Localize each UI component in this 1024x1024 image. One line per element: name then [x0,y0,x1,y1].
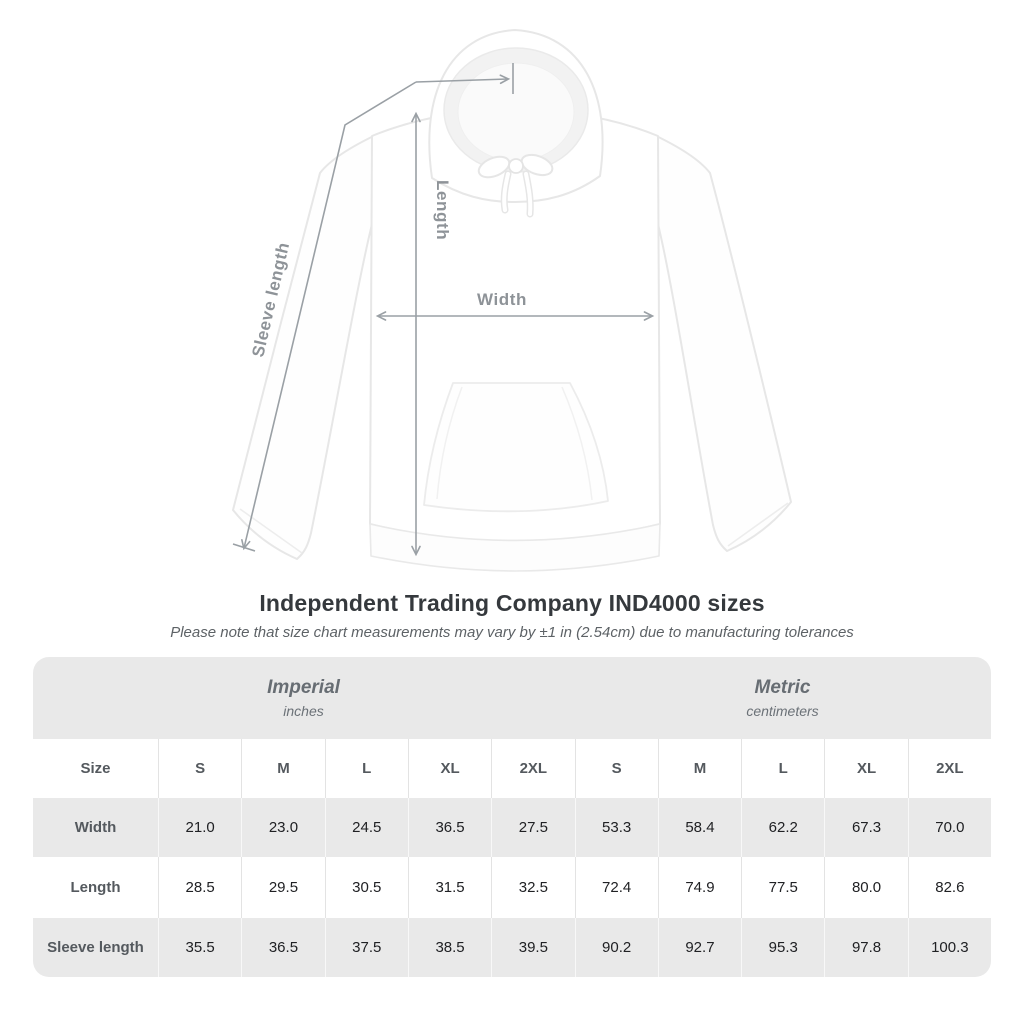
imperial-units: inches [283,703,324,719]
length-2xl-metric: 82.6 [907,857,991,918]
row-label-length: Length [33,857,158,918]
length-s-imperial: 28.5 [158,857,242,918]
unit-group-imperial: Imperial inches [33,657,574,739]
metric-label: Metric [754,677,811,698]
tolerance-note: Please note that size chart measurements… [170,624,854,641]
unit-group-metric: Metric centimeters [574,657,991,739]
drawstring-bow [477,153,554,218]
row-label-sleeve-length: Sleeve length [33,918,158,977]
metric-units: centimeters [746,703,819,719]
column-header-m-metric: M [657,739,742,798]
sleeve-measure-tick-bottom [232,543,256,552]
width-2xl-imperial: 27.5 [491,798,575,857]
sleeve-measure-line [241,81,417,551]
length-xl-imperial: 31.5 [407,857,492,918]
length-l-metric: 77.5 [741,857,825,918]
width-m-metric: 58.4 [657,798,742,857]
sleeve-2xl-imperial: 39.5 [491,918,575,977]
length-m-imperial: 29.5 [241,857,325,918]
measurement-annotations [232,63,655,557]
sleeve-l-imperial: 37.5 [324,918,408,977]
column-header-s-imperial: S [158,739,242,798]
sleeve-s-imperial: 35.5 [158,918,242,977]
width-m-imperial: 23.0 [241,798,325,857]
column-header-l-metric: L [741,739,825,798]
width-xl-metric: 67.3 [824,798,908,857]
sleeve-m-metric: 92.7 [657,918,742,977]
sleeve-s-metric: 90.2 [574,918,658,977]
length-measure-label: Length [433,180,452,240]
width-measure-label: Width [477,290,527,309]
column-header-2xl-imperial: 2XL [491,739,575,798]
length-m-metric: 74.9 [657,857,742,918]
hoodie-diagram-svg: Width Length Sleeve length [232,29,792,572]
length-xl-metric: 80.0 [824,857,908,918]
imperial-label: Imperial [267,677,340,698]
length-s-metric: 72.4 [574,857,658,918]
sleeve-l-metric: 95.3 [741,918,825,977]
column-header-l-imperial: L [324,739,408,798]
sleeve-m-imperial: 36.5 [241,918,325,977]
sleeve-xl-imperial: 38.5 [407,918,492,977]
page-title: Independent Trading Company IND4000 size… [259,590,765,616]
width-s-metric: 53.3 [574,798,658,857]
size-grid: Size S M L XL 2XL S M L XL 2XL Width 21.… [33,739,991,977]
column-header-m-imperial: M [241,739,325,798]
size-chart-table: Imperial inches Metric centimeters Size … [33,657,991,977]
column-header-size: Size [33,739,158,798]
column-header-xl-imperial: XL [407,739,492,798]
width-l-imperial: 24.5 [324,798,408,857]
length-2xl-imperial: 32.5 [491,857,575,918]
width-l-metric: 62.2 [741,798,825,857]
length-l-imperial: 30.5 [324,857,408,918]
column-header-xl-metric: XL [824,739,908,798]
hoodie-measurement-diagram: Width Length Sleeve length [232,29,792,572]
row-label-width: Width [33,798,158,857]
width-2xl-metric: 70.0 [907,798,991,857]
sleeve-2xl-metric: 100.3 [907,918,991,977]
width-s-imperial: 21.0 [158,798,242,857]
width-xl-imperial: 36.5 [407,798,492,857]
column-header-s-metric: S [574,739,658,798]
column-header-2xl-metric: 2XL [907,739,991,798]
hoodie-illustration [232,29,792,572]
sleeve-xl-metric: 97.8 [824,918,908,977]
sleeve-measure-lead-line [415,74,511,85]
unit-header-band: Imperial inches Metric centimeters [33,657,991,739]
